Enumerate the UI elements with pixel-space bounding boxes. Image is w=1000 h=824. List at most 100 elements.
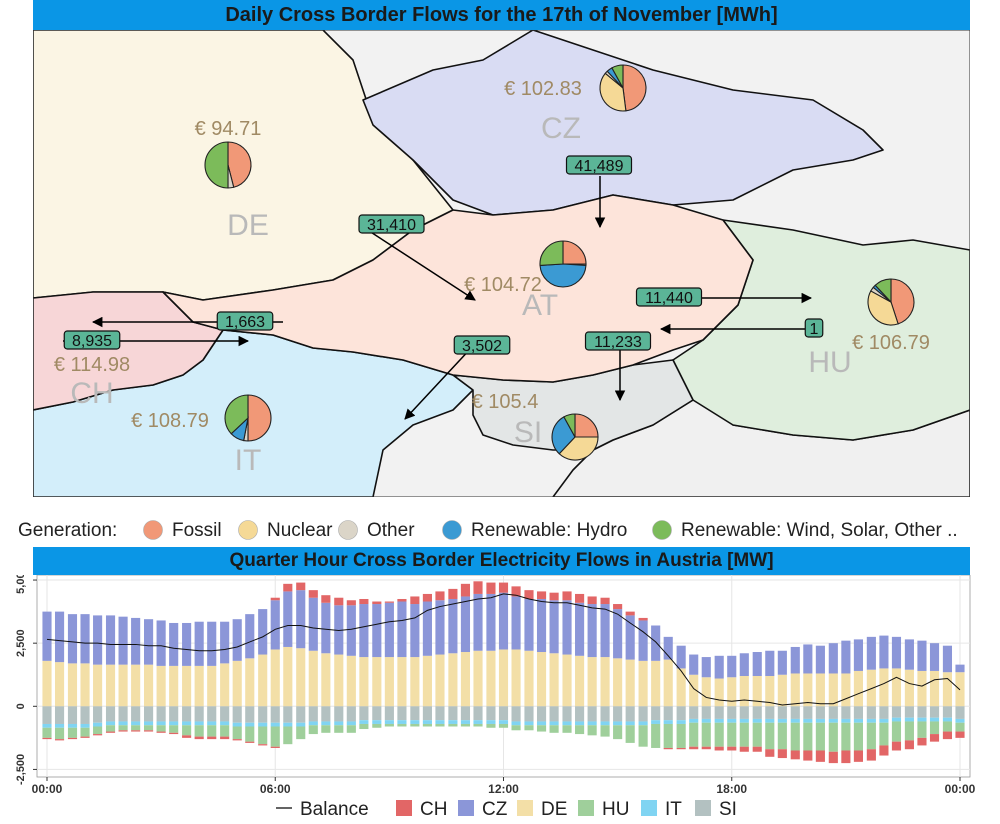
bar-it: [777, 718, 787, 723]
bar-ch: [955, 731, 965, 738]
bar-si: [207, 706, 217, 722]
bar-si: [625, 706, 635, 722]
bar-de: [473, 650, 483, 707]
bar-it: [600, 721, 610, 726]
bar-ch: [334, 597, 344, 606]
bar-hu: [790, 722, 800, 751]
country-code-ch: CH: [70, 377, 113, 410]
bar-de: [397, 657, 407, 707]
bar-it: [232, 722, 242, 727]
bar-de: [942, 672, 953, 707]
bar-hu: [904, 721, 914, 741]
bar-it: [676, 720, 686, 724]
bar-ch: [359, 598, 369, 605]
bar-hu: [549, 725, 559, 733]
bar-hu: [372, 723, 382, 728]
bar-it: [866, 718, 876, 723]
bar-hu: [194, 725, 204, 737]
bar-cz: [498, 592, 509, 650]
bar-de: [929, 670, 940, 707]
bar-cz: [207, 621, 217, 666]
bar-hu: [752, 722, 762, 747]
bar-cz: [54, 611, 65, 663]
flow-label-box: [635, 287, 703, 307]
bar-it: [182, 721, 192, 726]
bar-si: [524, 706, 534, 722]
bar-cz: [524, 598, 534, 651]
x-tick-label: 00:00: [32, 782, 63, 795]
flow-cz-at: 41,489: [565, 155, 633, 229]
bar-it: [790, 718, 800, 723]
bar-it: [93, 722, 103, 727]
bar-de: [511, 649, 521, 707]
bar-cz: [422, 601, 432, 656]
pie-slice: [539, 263, 587, 288]
bar-si: [384, 706, 394, 721]
bar-ch: [131, 730, 141, 732]
bar-hu: [942, 721, 953, 732]
bar-hu: [384, 723, 394, 727]
bar-it: [549, 721, 559, 726]
bar-hu: [42, 727, 52, 738]
bar-hu: [207, 725, 217, 737]
bar-si: [942, 706, 953, 718]
bar-de: [765, 676, 775, 707]
bar-hu: [613, 725, 623, 740]
flow-label: 11,440: [645, 290, 693, 307]
bar-si: [194, 706, 204, 722]
bar-de: [536, 652, 547, 707]
bar-si: [473, 706, 483, 721]
bar-it: [54, 723, 65, 728]
bar-cz: [803, 644, 813, 674]
bar-it: [752, 718, 762, 723]
bar-it: [536, 721, 547, 726]
bar-it: [511, 721, 521, 726]
bar-cz: [93, 615, 103, 665]
bar-ch: [575, 593, 585, 603]
bar-hu: [321, 725, 331, 733]
bar-ch: [815, 750, 825, 762]
bar-de: [575, 655, 585, 707]
bar-cz: [131, 617, 141, 665]
bar-hu: [105, 725, 116, 732]
bar-si: [587, 706, 597, 722]
bar-de: [879, 668, 889, 707]
bar-de: [739, 676, 749, 707]
bar-si: [498, 706, 509, 721]
bar-si: [156, 706, 166, 722]
bar-it: [169, 721, 179, 726]
pie-hu: [867, 278, 915, 326]
bar-ch: [258, 744, 268, 746]
bar-ch: [765, 749, 775, 757]
bar-hu: [296, 726, 306, 740]
legend-item-hu: HU: [578, 799, 629, 820]
generation-legend-item: Fossil: [143, 520, 222, 541]
bar-de: [80, 663, 90, 707]
pie-slice: [599, 72, 627, 112]
legend-text: SI: [719, 799, 737, 819]
bar-cz: [917, 640, 927, 671]
bar-it: [942, 717, 953, 722]
bar-hu: [334, 725, 344, 733]
bar-si: [410, 706, 420, 721]
bar-it: [156, 721, 166, 726]
bar-hu: [473, 723, 483, 727]
bar-ch: [118, 730, 128, 732]
flow-arrow: [404, 345, 474, 420]
bar-hu: [144, 725, 154, 731]
pie-at: [539, 240, 587, 288]
bar-de: [651, 660, 661, 707]
bar-cz: [955, 664, 965, 673]
price-label-hu: € 106.79: [852, 332, 930, 354]
country-code-si: SI: [514, 416, 542, 449]
bar-de: [727, 677, 737, 707]
bar-si: [600, 706, 610, 722]
pie-slice: [890, 278, 915, 325]
bar-si: [118, 706, 128, 722]
bar-it: [42, 723, 52, 728]
bar-cz: [80, 614, 90, 664]
x-tick-label: 00:00: [945, 782, 976, 795]
bar-si: [372, 706, 382, 721]
bar-hu: [562, 725, 572, 733]
bar-ch: [397, 598, 407, 602]
